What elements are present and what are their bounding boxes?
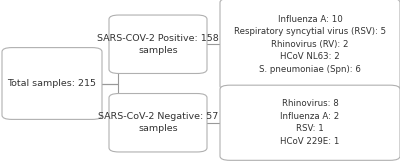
Text: Rhinovirus: 8
Influenza A: 2
RSV: 1
HCoV 229E: 1: Rhinovirus: 8 Influenza A: 2 RSV: 1 HCoV… xyxy=(280,100,340,146)
FancyBboxPatch shape xyxy=(109,94,207,152)
FancyBboxPatch shape xyxy=(220,85,400,160)
FancyBboxPatch shape xyxy=(220,0,400,90)
Text: SARS-CoV-2 Negative: 57
samples: SARS-CoV-2 Negative: 57 samples xyxy=(98,112,218,133)
Text: SARS-COV-2 Positive: 158
samples: SARS-COV-2 Positive: 158 samples xyxy=(97,34,219,55)
Text: Influenza A: 10
Respiratory syncytial virus (RSV): 5
Rhinovirus (RV): 2
HCoV NL6: Influenza A: 10 Respiratory syncytial vi… xyxy=(234,15,386,74)
FancyBboxPatch shape xyxy=(109,15,207,73)
FancyBboxPatch shape xyxy=(2,48,102,119)
Text: Total samples: 215: Total samples: 215 xyxy=(8,79,96,88)
